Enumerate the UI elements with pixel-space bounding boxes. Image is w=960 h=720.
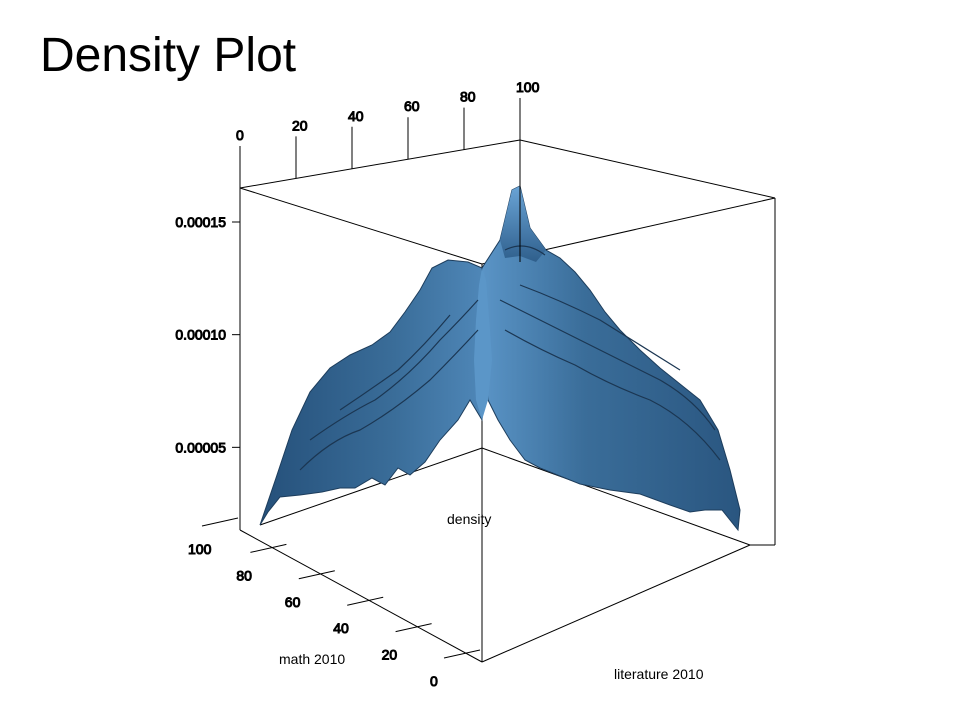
- box-edge: [481, 544, 751, 663]
- top-tick-label: 80: [460, 89, 476, 105]
- ripple-line: [499, 299, 716, 431]
- ripple-line: [504, 245, 546, 256]
- depth-axis: 0 20 40 60 80 100: [188, 517, 481, 690]
- depth-tick-label: 40: [333, 620, 349, 636]
- top-tick-label: 0: [236, 127, 244, 143]
- box-edge: [239, 187, 483, 265]
- depth-tick-mark: [443, 649, 481, 659]
- density-surface: [259, 185, 741, 532]
- z-tick-label: 0.00005: [175, 439, 226, 455]
- surface-left-wing: [259, 259, 485, 526]
- box-edge: [239, 139, 521, 189]
- z-tick-label: 0.00015: [175, 214, 226, 230]
- box-edge: [259, 447, 483, 526]
- y-axis-title: math 2010: [279, 651, 345, 667]
- surface-peak: [500, 186, 546, 262]
- depth-tick-label: 0: [430, 673, 438, 689]
- depth-tick-mark: [395, 623, 432, 633]
- top-tick-label: 40: [348, 108, 364, 124]
- x-axis-title: literature 2010: [614, 666, 704, 682]
- ripple-line: [504, 329, 721, 461]
- top-tick-label: 60: [404, 98, 420, 114]
- ripple-line: [339, 314, 451, 411]
- box-edge: [239, 529, 483, 663]
- ripple-line: [299, 329, 479, 471]
- box-edge: [481, 447, 751, 546]
- top-axis: 0 20 40 60 80 100: [236, 79, 540, 188]
- box-edge: [519, 139, 776, 199]
- surface-ripples: [299, 245, 721, 471]
- surface-right-wing: [481, 185, 741, 532]
- z-axis-title: density: [447, 511, 491, 527]
- ripple-line: [309, 299, 479, 441]
- ripple-line: [519, 284, 681, 371]
- depth-tick-label: 100: [188, 541, 212, 557]
- z-axis: 0.00005 0.00010 0.00015: [175, 214, 240, 456]
- depth-tick-mark: [201, 517, 239, 527]
- top-tick-label: 100: [516, 79, 540, 95]
- depth-tick-mark: [250, 543, 287, 553]
- surface-ridge: [474, 268, 492, 420]
- z-tick-label: 0.00010: [175, 327, 226, 343]
- depth-tick-mark: [298, 570, 335, 580]
- depth-tick-mark: [347, 596, 384, 606]
- depth-tick-label: 60: [285, 594, 301, 610]
- depth-tick-label: 20: [382, 647, 398, 663]
- depth-tick-label: 80: [236, 567, 252, 583]
- page-title: Density Plot: [40, 29, 297, 82]
- top-tick-label: 20: [292, 117, 308, 133]
- box-front-edges: [239, 140, 776, 663]
